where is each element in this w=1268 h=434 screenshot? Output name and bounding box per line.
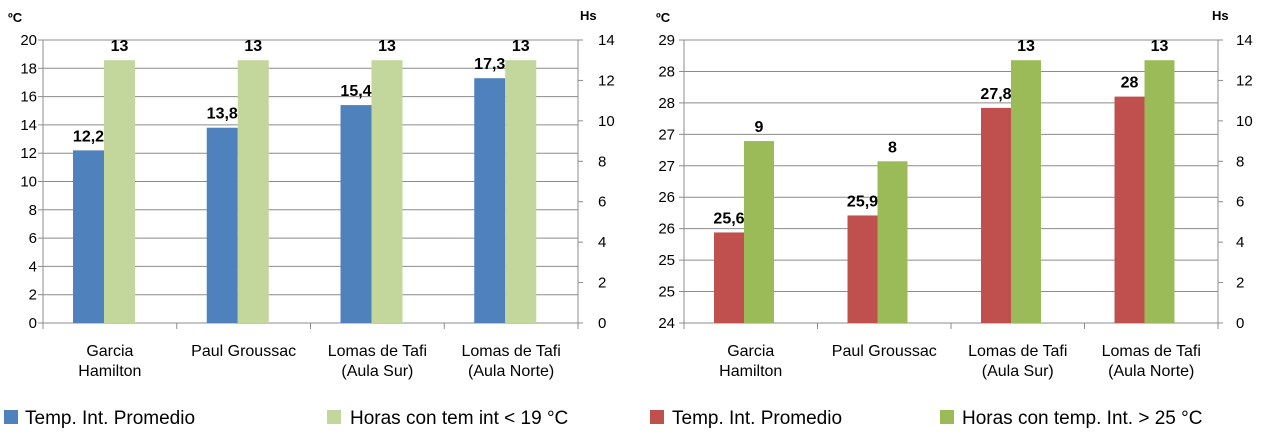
data-label: 9: [755, 119, 764, 136]
bar: [878, 161, 908, 323]
left-axis-tick-label: 25: [658, 284, 675, 301]
data-label: 13,8: [207, 106, 238, 123]
left-axis-tick-label: 28: [658, 63, 675, 80]
left-axis-tick-label: 6: [29, 230, 37, 247]
right-axis-unit-label: Hs: [580, 8, 597, 23]
bar: [1011, 60, 1041, 323]
left-axis-tick-label: 14: [20, 117, 37, 134]
left-axis-tick-label: 25: [658, 252, 675, 269]
left-axis-tick-label: 20: [20, 32, 37, 49]
category-label: Lomas de Tafi: [461, 343, 560, 360]
category-label: Garcia: [727, 343, 774, 360]
right-axis-tick-label: 4: [598, 234, 606, 251]
left-axis-tick-label: 28: [658, 95, 675, 112]
left-axis-tick-label: 18: [20, 60, 37, 77]
legend-label: Horas con temp. Int. > 25 °C: [962, 408, 1202, 429]
right-axis-tick-label: 6: [598, 194, 606, 211]
data-label: 13: [1151, 38, 1169, 55]
legend-label: Temp. Int. Promedio: [672, 408, 842, 429]
right-axis-tick-label: 12: [1236, 72, 1253, 89]
left-axis-tick-label: 26: [658, 189, 675, 206]
right-axis-unit-label: Hs: [1212, 8, 1229, 23]
bar: [848, 215, 878, 323]
bar: [104, 60, 135, 323]
right-axis-tick-label: 10: [1236, 113, 1253, 130]
category-label: Hamilton: [719, 363, 782, 380]
right-axis-tick-label: 8: [598, 153, 606, 170]
data-label: 13: [378, 38, 396, 55]
category-label: Lomas de Tafi: [968, 343, 1067, 360]
bar: [474, 78, 505, 323]
left-axis-tick-label: 29: [658, 32, 675, 49]
left-axis-tick-label: 2: [29, 287, 37, 304]
right-axis-tick-label: 8: [1236, 153, 1244, 170]
left-axis-tick-label: 24: [658, 315, 675, 332]
left-axis-unit-label: ºC: [656, 10, 671, 25]
data-label: 17,3: [474, 56, 505, 73]
data-label: 25,6: [713, 210, 744, 227]
category-label: (Aula Norte): [468, 363, 554, 380]
bar: [1145, 60, 1175, 323]
category-label: Garcia: [86, 343, 133, 360]
bar: [744, 141, 774, 323]
legend-label: Horas con tem int < 19 °C: [350, 408, 568, 429]
bar: [341, 105, 372, 323]
data-label: 15,4: [340, 83, 371, 100]
data-label: 8: [888, 139, 897, 156]
right-axis-tick-label: 10: [598, 113, 615, 130]
category-label: Lomas de Tafi: [328, 343, 427, 360]
right-axis-tick-label: 2: [598, 275, 606, 292]
category-label: (Aula Norte): [1108, 363, 1194, 380]
data-label: 27,8: [980, 86, 1011, 103]
right-axis-tick-label: 14: [598, 32, 615, 49]
category-label: Paul Groussac: [832, 343, 937, 360]
category-label: Hamilton: [78, 363, 141, 380]
bar: [1115, 97, 1145, 323]
right-axis-tick-label: 12: [598, 72, 615, 89]
right-axis-tick-label: 14: [1236, 32, 1253, 49]
bar: [238, 60, 269, 323]
bar: [714, 232, 744, 323]
data-label: 13: [111, 38, 129, 55]
right-axis-tick-label: 6: [1236, 194, 1244, 211]
legend-swatch: [4, 410, 18, 424]
data-label: 13: [512, 38, 530, 55]
data-label: 13: [244, 38, 262, 55]
legend-swatch: [940, 410, 954, 424]
right-axis-tick-label: 0: [598, 315, 606, 332]
legend-swatch: [327, 410, 341, 424]
left-axis-tick-label: 27: [658, 126, 675, 143]
left-axis-tick-label: 8: [29, 202, 37, 219]
right-axis-tick-label: 2: [1236, 275, 1244, 292]
legend-swatch: [650, 410, 664, 424]
legend-label: Temp. Int. Promedio: [25, 408, 195, 429]
left-axis-unit-label: ºC: [8, 10, 23, 25]
left-axis-tick-label: 4: [29, 258, 37, 275]
left-axis-tick-label: 10: [20, 174, 37, 191]
data-label: 25,9: [847, 193, 878, 210]
category-label: Paul Groussac: [191, 343, 296, 360]
right-axis-tick-label: 4: [1236, 234, 1244, 251]
category-label: (Aula Sur): [341, 363, 413, 380]
data-label: 13: [1017, 38, 1035, 55]
bar: [981, 108, 1011, 323]
bar: [207, 128, 238, 323]
bar: [505, 60, 536, 323]
left-axis-tick-label: 16: [20, 89, 37, 106]
bar: [73, 150, 104, 323]
data-label: 28: [1121, 75, 1139, 92]
left-axis-tick-label: 26: [658, 221, 675, 238]
left-axis-tick-label: 27: [658, 158, 675, 175]
bar: [372, 60, 403, 323]
left-axis-tick-label: 0: [29, 315, 37, 332]
data-label: 12,2: [73, 128, 104, 145]
category-label: (Aula Sur): [982, 363, 1054, 380]
left-axis-tick-label: 12: [20, 145, 37, 162]
category-label: Lomas de Tafi: [1102, 343, 1201, 360]
right-axis-tick-label: 0: [1236, 315, 1244, 332]
